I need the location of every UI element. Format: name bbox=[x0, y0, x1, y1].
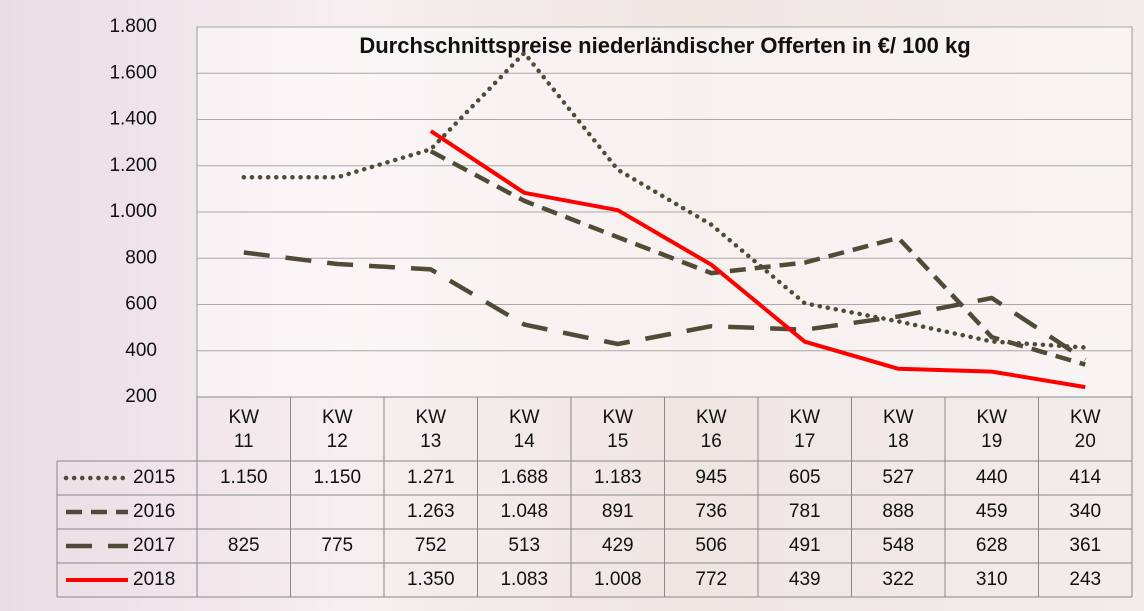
series-line bbox=[429, 129, 1086, 390]
table-value: 1.350 bbox=[407, 569, 455, 590]
x-tick-label: KW 18 bbox=[883, 407, 914, 452]
table-value: 506 bbox=[695, 535, 727, 556]
legend-label: 2016 bbox=[133, 501, 175, 522]
table-value: 414 bbox=[1069, 467, 1101, 488]
table-value: 440 bbox=[976, 467, 1008, 488]
table-value: 459 bbox=[976, 501, 1008, 522]
table-value: 1.083 bbox=[500, 569, 548, 590]
table-value: 322 bbox=[882, 569, 914, 590]
series-line bbox=[243, 250, 1087, 362]
table-value: 781 bbox=[789, 501, 821, 522]
y-tick-label: 200 bbox=[125, 386, 157, 407]
x-tick-label: KW 19 bbox=[976, 407, 1007, 452]
y-tick-label: 1.600 bbox=[109, 62, 157, 83]
table-value: 548 bbox=[882, 535, 914, 556]
legend-label: 2018 bbox=[133, 569, 175, 590]
table-value: 1.150 bbox=[313, 467, 361, 488]
table-value: 361 bbox=[1069, 535, 1101, 556]
table-value: 1.688 bbox=[500, 467, 548, 488]
table-value: 736 bbox=[695, 501, 727, 522]
table-value: 527 bbox=[882, 467, 914, 488]
legend-label: 2015 bbox=[133, 467, 175, 488]
x-tick-label: KW 15 bbox=[602, 407, 633, 452]
table-value: 825 bbox=[228, 535, 260, 556]
table-value: 945 bbox=[695, 467, 727, 488]
y-tick-label: 1.800 bbox=[109, 16, 157, 37]
series-line bbox=[429, 149, 1086, 367]
table-value: 439 bbox=[789, 569, 821, 590]
table-value: 1.271 bbox=[407, 467, 455, 488]
legend-label: 2017 bbox=[133, 535, 175, 556]
table-value: 752 bbox=[415, 535, 447, 556]
y-tick-label: 600 bbox=[125, 294, 157, 315]
y-tick-label: 800 bbox=[125, 247, 157, 268]
series-line bbox=[241, 50, 1088, 350]
table-value: 1.048 bbox=[500, 501, 548, 522]
table-value: 605 bbox=[789, 467, 821, 488]
x-tick-label: KW 17 bbox=[789, 407, 820, 452]
table-value: 888 bbox=[882, 501, 914, 522]
x-tick-label: KW 16 bbox=[696, 407, 727, 452]
x-tick-label: KW 13 bbox=[415, 407, 446, 452]
table-value: 513 bbox=[508, 535, 540, 556]
y-tick-label: 400 bbox=[125, 340, 157, 361]
chart-title: Durchschnittspreise niederländischer Off… bbox=[359, 33, 970, 58]
table-value: 1.263 bbox=[407, 501, 455, 522]
table-value: 1.008 bbox=[594, 569, 642, 590]
table-value: 1.183 bbox=[594, 467, 642, 488]
y-tick-label: 1.200 bbox=[109, 155, 157, 176]
table-value: 310 bbox=[976, 569, 1008, 590]
x-tick-label: KW 20 bbox=[1070, 407, 1101, 452]
table-value: 1.150 bbox=[220, 467, 268, 488]
x-tick-label: KW 12 bbox=[322, 407, 353, 452]
table-value: 429 bbox=[602, 535, 634, 556]
x-tick-label: KW 11 bbox=[228, 407, 259, 452]
table-value: 891 bbox=[602, 501, 634, 522]
table-value: 772 bbox=[695, 569, 727, 590]
table-value: 775 bbox=[321, 535, 353, 556]
y-tick-label: 1.000 bbox=[109, 201, 157, 222]
y-tick-label: 1.400 bbox=[109, 109, 157, 130]
table-value: 628 bbox=[976, 535, 1008, 556]
table-value: 340 bbox=[1069, 501, 1101, 522]
x-tick-label: KW 14 bbox=[509, 407, 540, 452]
table-value: 491 bbox=[789, 535, 821, 556]
table-value: 243 bbox=[1069, 569, 1101, 590]
